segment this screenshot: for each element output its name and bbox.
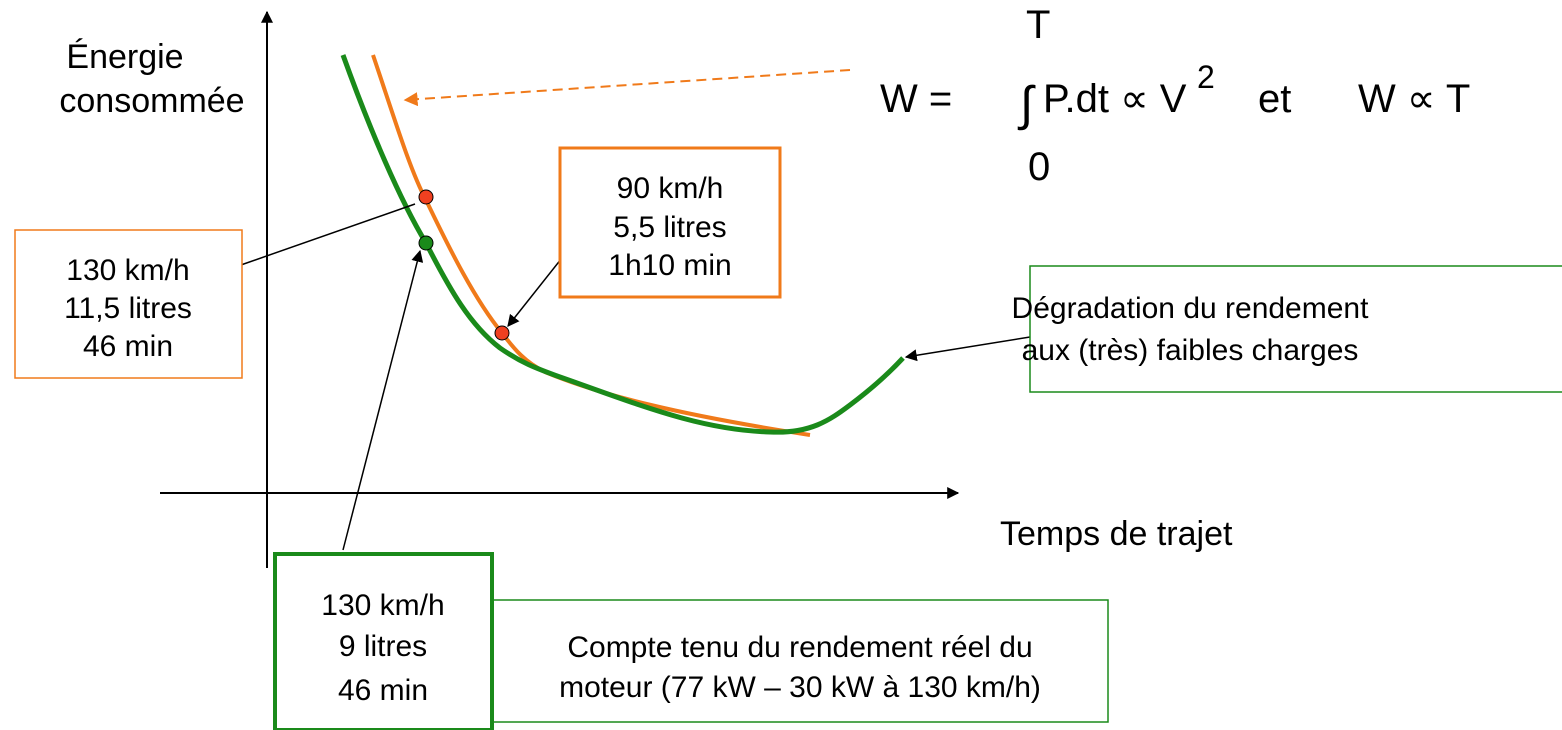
- box-text: 11,5 litres: [64, 292, 192, 325]
- x-axis-label: Temps de trajet: [1000, 515, 1233, 553]
- formula-upper: T: [1026, 3, 1050, 47]
- point: [418, 235, 434, 251]
- note-box: [491, 599, 1109, 723]
- formula-arrow: [403, 69, 851, 107]
- note-text: Dégradation du rendement: [1012, 292, 1370, 325]
- formula-rhs: W ∝ T: [1358, 77, 1470, 121]
- box-text: 1h10 min: [608, 249, 731, 282]
- note-text: moteur (77 kW – 30 kW à 130 km/h): [559, 671, 1041, 704]
- formula-body: P.dt ∝ V: [1043, 77, 1187, 121]
- note-box: [1029, 265, 1562, 393]
- label-box: [273, 552, 494, 730]
- box-text: 46 min: [338, 674, 428, 707]
- label-box: [14, 229, 243, 379]
- formula-integral: ∫: [1017, 78, 1036, 131]
- y-axis-label: consommée: [59, 82, 244, 120]
- label-box: [558, 146, 782, 299]
- y-axis-label: Énergie: [66, 38, 183, 76]
- formula-exponent: 2: [1197, 59, 1215, 95]
- point: [494, 325, 510, 341]
- leader-line: [342, 249, 424, 551]
- note-text: aux (très) faibles charges: [1022, 334, 1359, 367]
- formula-lower: 0: [1028, 145, 1050, 189]
- formula-lhs: W =: [880, 77, 952, 121]
- box-text: 46 min: [83, 330, 173, 363]
- box-text: 130 km/h: [321, 589, 444, 622]
- box-text: 9 litres: [339, 630, 427, 663]
- point: [418, 189, 434, 205]
- leader-line: [904, 336, 1031, 362]
- formula-connector: et: [1258, 77, 1291, 121]
- real-curve: [340, 54, 905, 435]
- box-text: 5,5 litres: [613, 211, 726, 244]
- box-text: 90 km/h: [617, 172, 724, 205]
- box-text: 130 km/h: [66, 254, 189, 287]
- leader-line: [237, 203, 416, 267]
- note-text: Compte tenu du rendement réel du: [567, 631, 1032, 664]
